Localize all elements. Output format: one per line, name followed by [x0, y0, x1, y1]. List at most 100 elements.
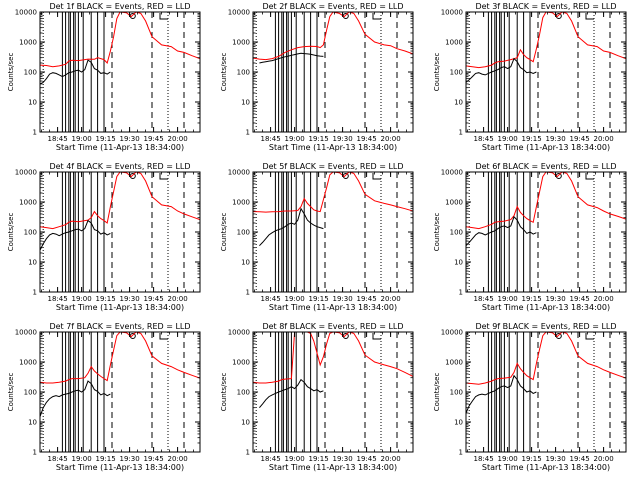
- y-axis-label: Counts/sec: [220, 53, 228, 92]
- axes-frame: [252, 171, 414, 293]
- y-tick-label: 10: [241, 259, 250, 267]
- y-axis-label: Counts/sec: [220, 213, 228, 252]
- x-tick-label: 19:30: [120, 295, 140, 303]
- y-tick-label: 1000: [445, 359, 463, 367]
- marker-bracket: [159, 173, 168, 180]
- y-tick-label: 1000: [19, 199, 37, 207]
- series-lld-line: [253, 172, 413, 213]
- y-tick-label: 10: [454, 259, 463, 267]
- y-tick-label: 1000: [19, 39, 37, 47]
- y-tick-label: 1000: [19, 359, 37, 367]
- y-tick-label: 100: [24, 389, 37, 397]
- x-tick-label: 19:30: [546, 295, 566, 303]
- y-tick-label: 1: [33, 129, 37, 137]
- x-tick-label: 19:45: [144, 455, 164, 463]
- y-tick-label: 1: [459, 129, 463, 137]
- x-tick-label: 19:15: [309, 135, 329, 143]
- marker-bracket: [585, 173, 594, 180]
- axes-frame: [465, 11, 627, 133]
- series-events-line: [259, 52, 324, 64]
- y-axis-label: Counts/sec: [433, 213, 441, 252]
- series-events-line: [40, 219, 111, 251]
- y-axis-label: Counts/sec: [220, 373, 228, 412]
- x-tick-label: 20:00: [381, 135, 401, 143]
- x-tick-label: 19:15: [522, 455, 542, 463]
- x-tick-label: 18:45: [474, 135, 494, 143]
- y-tick-label: 1000: [445, 39, 463, 47]
- x-tick-label: 19:45: [570, 455, 590, 463]
- x-tick-label: 19:15: [96, 295, 116, 303]
- x-tick-label: 19:45: [357, 295, 377, 303]
- series-lld-line: [466, 172, 626, 230]
- y-tick-label: 100: [237, 389, 250, 397]
- x-axis-label: Start Time (11-Apr-13 18:34:00): [269, 463, 397, 472]
- y-tick-label: 100: [24, 229, 37, 237]
- x-tick-label: 18:45: [474, 455, 494, 463]
- x-axis-label: Start Time (11-Apr-13 18:34:00): [56, 463, 184, 472]
- x-tick-label: 19:45: [144, 295, 164, 303]
- marker-bracket: [159, 333, 168, 340]
- panel-title: Det 8f BLACK = Events, RED = LLD: [262, 322, 403, 331]
- x-tick-label: 20:00: [168, 455, 188, 463]
- series-events-line: [40, 380, 111, 417]
- y-tick-label: 10: [241, 419, 250, 427]
- y-tick-label: 100: [237, 69, 250, 77]
- y-axis-label: Counts/sec: [433, 373, 441, 412]
- series-events-line: [259, 207, 324, 247]
- y-tick-label: 1000: [445, 199, 463, 207]
- panel-det-4: 1 10 100 1000 10000 18:45 19:00 19:15 19:30 19:45…: [7, 162, 201, 312]
- y-tick-label: 10000: [441, 329, 463, 337]
- series-lld-line: [40, 12, 200, 68]
- panel-det-3: 1 10 100 1000 10000 18:45 19:00 19:15 19:30 19:45…: [433, 2, 627, 152]
- y-tick-label: 100: [450, 69, 463, 77]
- panel-title: Det 9f BLACK = Events, RED = LLD: [475, 322, 616, 331]
- x-tick-label: 19:15: [96, 135, 116, 143]
- x-tick-label: 18:45: [474, 295, 494, 303]
- x-tick-label: 19:15: [309, 455, 329, 463]
- y-tick-label: 1000: [232, 359, 250, 367]
- y-tick-label: 1: [246, 129, 250, 137]
- y-tick-label: 10: [28, 259, 37, 267]
- y-tick-label: 1: [33, 449, 37, 457]
- x-tick-label: 18:45: [261, 135, 281, 143]
- y-tick-label: 1: [246, 289, 250, 297]
- x-tick-label: 20:00: [594, 135, 614, 143]
- marker-bracket: [372, 173, 381, 180]
- y-tick-label: 1: [459, 289, 463, 297]
- panel-det-9: 1 10 100 1000 10000 18:45 19:00 19:15 19:30 19:45…: [433, 322, 627, 472]
- y-tick-label: 10000: [228, 9, 250, 17]
- marker-bracket: [372, 13, 381, 20]
- series-lld-line: [466, 12, 626, 69]
- y-tick-label: 1: [459, 449, 463, 457]
- series-events-line: [466, 374, 537, 414]
- x-tick-label: 19:15: [522, 295, 542, 303]
- y-tick-label: 10000: [15, 169, 37, 177]
- x-tick-label: 19:00: [285, 135, 305, 143]
- axes-frame: [39, 331, 201, 453]
- series-events-line: [466, 57, 537, 83]
- plot-area: [253, 332, 413, 452]
- x-tick-label: 18:45: [261, 295, 281, 303]
- y-tick-label: 100: [24, 69, 37, 77]
- series-lld-line: [40, 172, 200, 230]
- panel-title: Det 3f BLACK = Events, RED = LLD: [475, 2, 616, 11]
- x-tick-label: 19:15: [96, 455, 116, 463]
- x-tick-label: 20:00: [381, 455, 401, 463]
- y-tick-label: 1: [246, 449, 250, 457]
- series-events-line: [466, 215, 537, 247]
- y-tick-label: 10000: [15, 9, 37, 17]
- x-tick-label: 19:00: [498, 455, 518, 463]
- y-tick-label: 10: [28, 99, 37, 107]
- plot-area: [253, 172, 413, 292]
- panel-det-7: 1 10 100 1000 10000 18:45 19:00 19:15 19:30 19:45…: [7, 322, 201, 472]
- x-axis-label: Start Time (11-Apr-13 18:34:00): [482, 303, 610, 312]
- axes-frame: [39, 11, 201, 133]
- x-tick-label: 19:30: [120, 455, 140, 463]
- panel-title: Det 2f BLACK = Events, RED = LLD: [262, 2, 403, 11]
- y-tick-label: 10000: [228, 329, 250, 337]
- y-tick-label: 1000: [232, 39, 250, 47]
- series-lld-line: [466, 332, 626, 385]
- x-tick-label: 19:00: [285, 295, 305, 303]
- marker-bracket: [585, 13, 594, 20]
